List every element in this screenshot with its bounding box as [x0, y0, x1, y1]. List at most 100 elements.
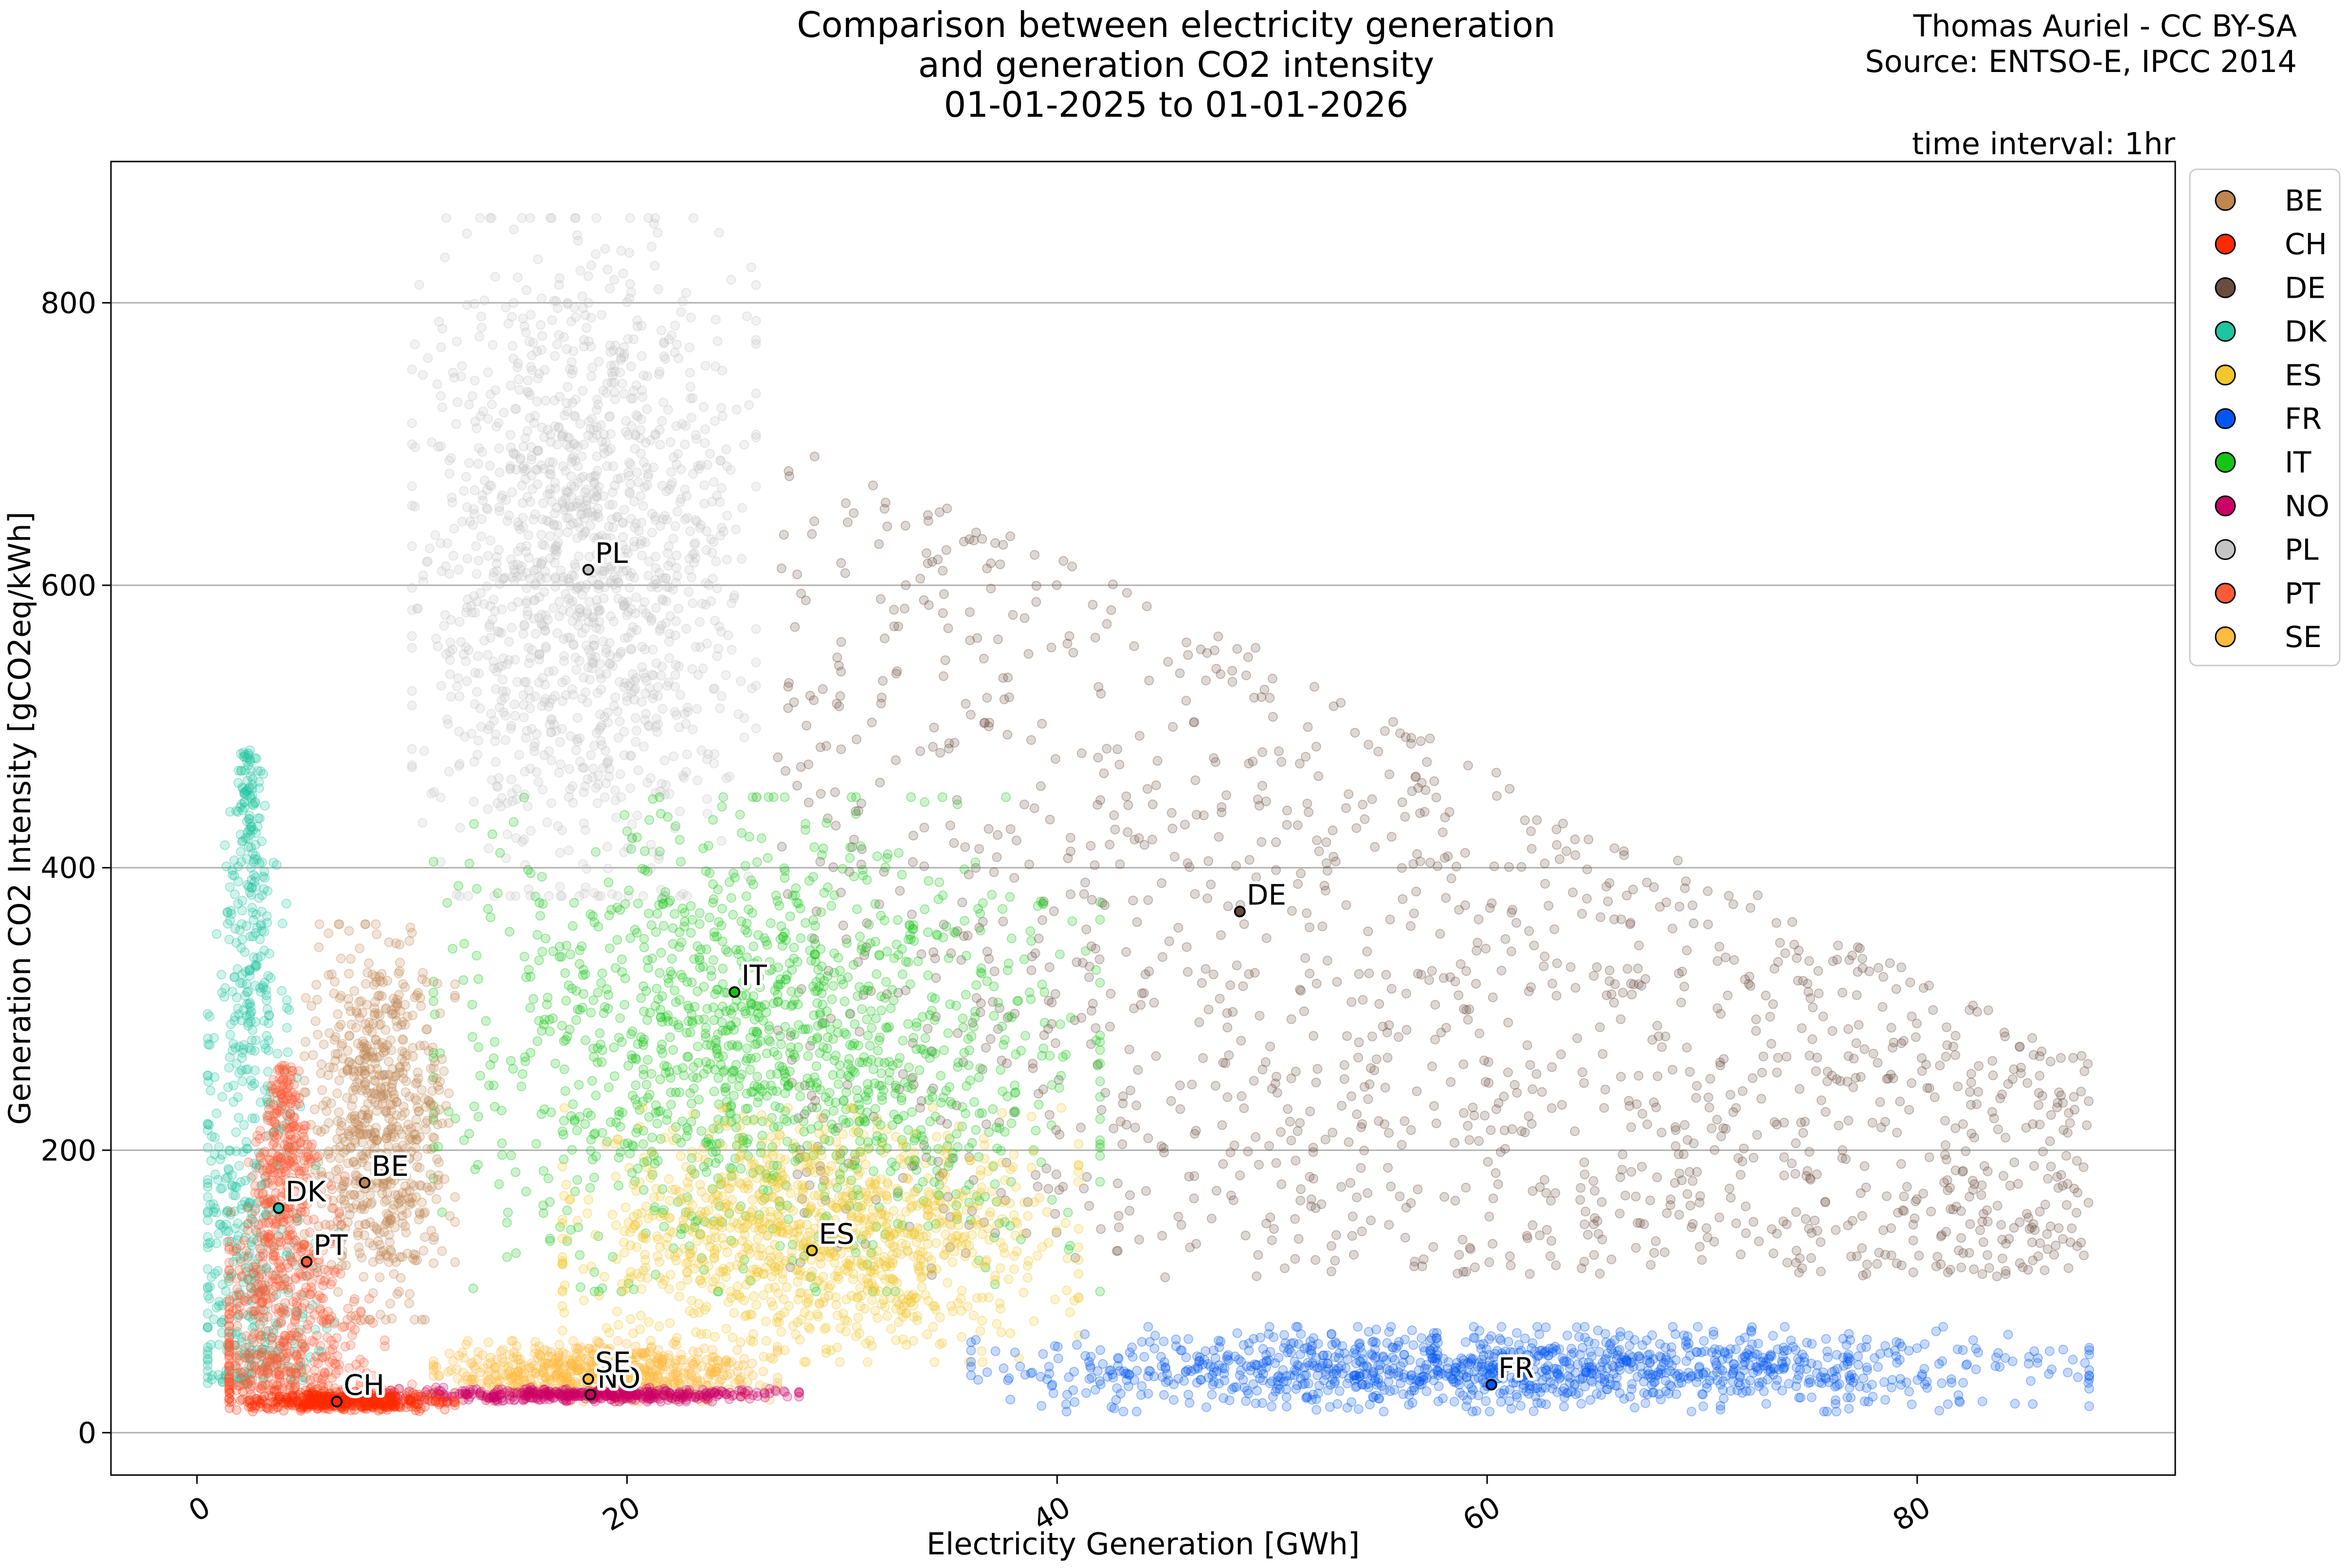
data-point-IT: [748, 991, 759, 1001]
data-point-DE: [1472, 946, 1482, 956]
data-point-IT: [811, 1061, 821, 1071]
data-point-IT: [906, 792, 916, 802]
data-point-IT: [816, 944, 826, 954]
data-point-DE: [1975, 1225, 1985, 1235]
data-point-DE: [1112, 1178, 1123, 1189]
data-point-IT: [652, 984, 662, 994]
data-point-DE: [1134, 833, 1144, 843]
data-point-PL: [511, 404, 521, 414]
data-point-PL: [742, 311, 752, 322]
data-point-IT: [464, 859, 474, 868]
data-point-PL: [441, 213, 452, 223]
data-point-ES: [560, 1280, 570, 1290]
data-point-DE: [1805, 993, 1816, 1003]
data-point-PL: [410, 442, 420, 452]
data-point-PL: [456, 637, 466, 647]
data-point-PL: [444, 767, 454, 777]
data-point-DE: [1893, 1208, 1903, 1218]
data-point-DE: [1681, 876, 1691, 886]
data-point-PL: [538, 498, 548, 508]
data-point-DE: [1864, 966, 1874, 976]
data-point-PL: [699, 480, 710, 490]
data-point-PL: [580, 310, 590, 320]
data-point-DE: [1394, 1032, 1403, 1042]
data-point-DE: [1144, 966, 1154, 976]
data-point-IT: [537, 947, 547, 957]
data-point-PL: [462, 554, 473, 564]
data-point-IT: [701, 1167, 711, 1177]
data-point-PL: [566, 317, 576, 327]
data-point-PL: [530, 738, 540, 748]
data-point-DE: [1966, 1069, 1976, 1079]
data-point-IT: [617, 1037, 627, 1047]
data-point-DE: [1371, 1054, 1382, 1064]
data-point-DE: [1891, 984, 1901, 994]
data-point-DE: [1194, 1017, 1204, 1027]
data-point-PL: [593, 602, 602, 612]
data-point-IT: [737, 828, 747, 838]
data-point-IT: [591, 847, 601, 857]
data-point-DE: [2037, 1046, 2047, 1057]
data-point-DE: [1880, 1117, 1890, 1127]
data-point-PL: [509, 354, 518, 364]
data-point-IT: [646, 1069, 656, 1079]
data-point-IT: [459, 1135, 469, 1145]
data-point-IT: [889, 953, 899, 963]
data-point-PL: [514, 385, 525, 395]
data-point-DE: [1044, 1110, 1055, 1120]
data-point-PL: [562, 398, 572, 408]
data-point-DE: [1257, 781, 1267, 791]
data-point-IT: [729, 1091, 739, 1101]
data-point-DE: [1341, 900, 1351, 910]
data-point-PL: [418, 818, 428, 828]
data-point-DE: [1820, 1197, 1830, 1207]
data-point-IT: [684, 1003, 694, 1013]
data-point-ES: [991, 1196, 1001, 1207]
data-point-PL: [670, 347, 680, 358]
data-point-PL: [550, 478, 560, 487]
data-point-DE: [1251, 1132, 1261, 1142]
data-point-IT: [534, 898, 545, 908]
data-point-PL: [567, 781, 578, 791]
data-point-DE: [875, 777, 885, 788]
data-point-PL: [623, 334, 633, 344]
data-point-DE: [1570, 1126, 1580, 1136]
data-point-IT: [545, 1197, 555, 1207]
data-point-PL: [643, 472, 653, 482]
data-point-PL: [452, 336, 462, 346]
data-point-DE: [1908, 1220, 1918, 1230]
data-point-IT: [791, 883, 801, 893]
data-point-ES: [1010, 1230, 1020, 1241]
data-point-PL: [631, 519, 641, 529]
data-point-DE: [1965, 1219, 1975, 1229]
data-point-PL: [485, 535, 495, 545]
data-point-PL: [601, 668, 612, 679]
data-point-PL: [568, 798, 578, 808]
data-point-PL: [455, 617, 465, 627]
data-point-DE: [1328, 825, 1338, 835]
data-point-ES: [891, 1132, 901, 1142]
data-point-DE: [2034, 1100, 2044, 1110]
data-point-PL: [703, 809, 712, 819]
data-point-PL: [597, 566, 607, 576]
data-point-IT: [864, 1087, 874, 1098]
data-point-DE: [1941, 1052, 1951, 1062]
data-point-IT: [963, 1034, 973, 1044]
data-point-PL: [671, 421, 681, 431]
data-point-DE: [1978, 1237, 1988, 1247]
data-point-DE: [1439, 853, 1450, 863]
data-point-DE: [1827, 1026, 1838, 1036]
data-point-DE: [1254, 1160, 1264, 1170]
data-point-DE: [901, 580, 911, 590]
data-point-IT: [859, 985, 870, 995]
data-point-PL: [579, 439, 589, 450]
data-point-PL: [532, 397, 542, 406]
data-point-PL: [407, 631, 417, 641]
data-point-DE: [1123, 800, 1133, 810]
data-point-DE: [1726, 1192, 1736, 1203]
data-point-PL: [642, 463, 652, 473]
data-point-IT: [1036, 1157, 1046, 1168]
data-point-IT: [997, 1021, 1007, 1031]
data-point-IT: [1010, 1081, 1020, 1090]
data-point-IT: [622, 826, 632, 836]
